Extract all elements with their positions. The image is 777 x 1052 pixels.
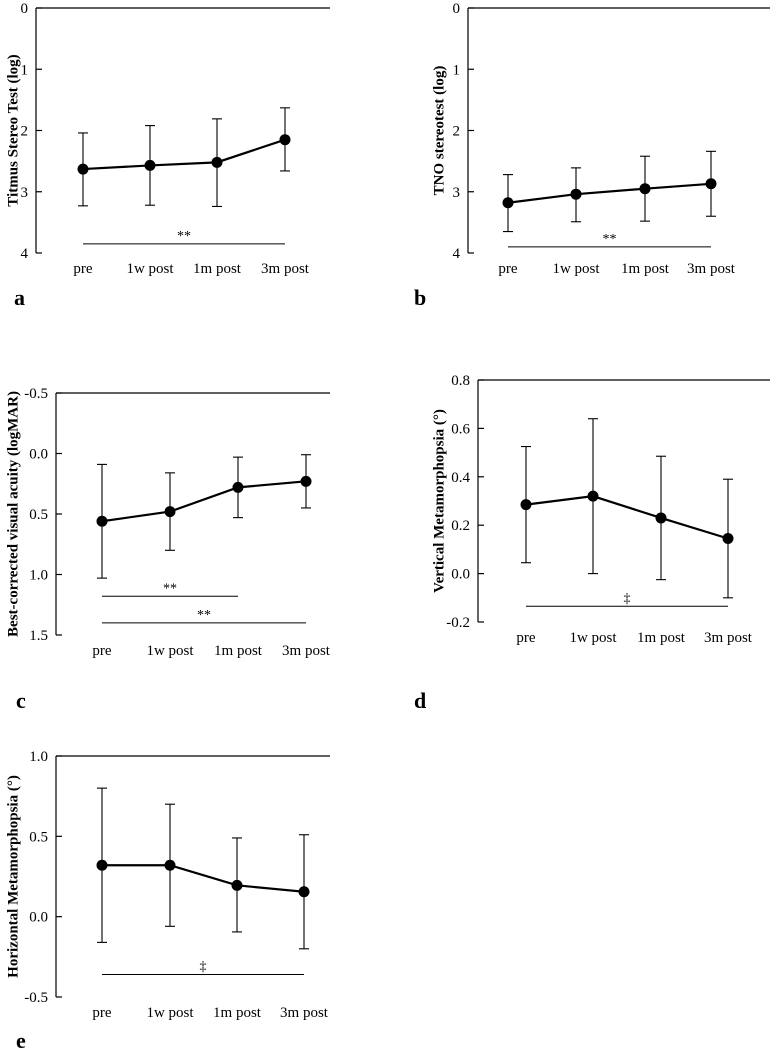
x-tick-label: pre bbox=[498, 261, 517, 277]
y-axis-label: Titmus Stereo Test (log) bbox=[5, 54, 21, 206]
y-tick-label: 0.4 bbox=[451, 470, 470, 486]
y-tick-label: 3 bbox=[21, 185, 29, 201]
data-point bbox=[722, 533, 734, 545]
panel-d: -0.2 0.0 0.2 0.4 0.6 0.8 pre 1w post 1m post 3m p… bbox=[414, 373, 770, 713]
panel-e: -0.5 0.0 0.5 1.0 pre 1w post 1m post 3m post Hor… bbox=[5, 749, 330, 1052]
x-tick-label: 3m post bbox=[704, 630, 753, 646]
y-tick-label: 0.8 bbox=[451, 373, 470, 389]
x-tick-label: 3m post bbox=[282, 643, 331, 659]
y-tick-label: 0 bbox=[453, 1, 461, 17]
data-point bbox=[587, 490, 599, 502]
significance-label: ** bbox=[603, 232, 617, 247]
series-line bbox=[102, 864, 305, 893]
y-tick-label: -0.5 bbox=[24, 386, 48, 402]
y-tick-label: 0.0 bbox=[29, 447, 48, 463]
y-tick-label: 3 bbox=[453, 185, 461, 201]
panel-letter: e bbox=[16, 1028, 26, 1052]
data-point bbox=[570, 188, 582, 200]
series-line bbox=[82, 138, 286, 171]
data-point bbox=[705, 178, 717, 190]
x-tick-label: pre bbox=[516, 630, 535, 646]
data-point bbox=[77, 163, 89, 175]
y-axis-label: Vertical Metamorphopsia (°) bbox=[431, 409, 447, 593]
y-tick-label: 2 bbox=[453, 124, 461, 140]
data-point bbox=[96, 859, 108, 871]
x-tick-label: 1m post bbox=[193, 261, 242, 277]
y-tick-label: 1 bbox=[453, 62, 461, 78]
series-line bbox=[525, 495, 729, 540]
data-point bbox=[520, 499, 532, 511]
y-tick-label: 1 bbox=[21, 62, 29, 78]
y-tick-label: 0.0 bbox=[29, 910, 48, 926]
y-tick-label: 0 bbox=[21, 1, 29, 17]
x-tick-label: 1w post bbox=[146, 1005, 194, 1021]
y-axis-label: TNO stereotest (log) bbox=[431, 66, 447, 196]
panel-letter: d bbox=[414, 688, 426, 713]
panel-a: 0 1 2 3 4 pre 1w post 1m post 3m post Titmus Ster… bbox=[5, 1, 330, 310]
x-tick-label: 3m post bbox=[261, 261, 310, 277]
y-tick-label: 4 bbox=[453, 246, 461, 262]
significance-label: ‡ bbox=[200, 960, 207, 975]
y-tick-label: 1.5 bbox=[29, 628, 48, 644]
data-point bbox=[164, 859, 176, 871]
y-tick-label: 0.0 bbox=[451, 567, 470, 583]
y-tick-label: 0.5 bbox=[29, 829, 48, 845]
panel-letter: c bbox=[16, 688, 26, 713]
panel-letter: a bbox=[14, 285, 25, 310]
data-point bbox=[502, 197, 514, 209]
x-tick-label: pre bbox=[92, 1005, 111, 1021]
x-tick-label: 1m post bbox=[637, 630, 686, 646]
x-tick-label: 1m post bbox=[214, 643, 263, 659]
y-tick-label: 4 bbox=[21, 246, 29, 262]
significance-label: ** bbox=[177, 229, 191, 244]
x-tick-label: pre bbox=[92, 643, 111, 659]
significance-label: ** bbox=[197, 608, 211, 623]
significance-label: ‡ bbox=[624, 591, 631, 606]
y-tick-label: 0.6 bbox=[451, 421, 470, 437]
data-point bbox=[232, 481, 244, 493]
data-point bbox=[639, 183, 651, 195]
x-tick-label: 1w post bbox=[552, 261, 600, 277]
data-point bbox=[96, 515, 108, 527]
panel-letter: b bbox=[414, 285, 426, 310]
data-point bbox=[298, 886, 310, 898]
data-point bbox=[211, 156, 223, 168]
data-point bbox=[655, 512, 667, 524]
series-line bbox=[507, 182, 712, 204]
series-line bbox=[101, 480, 307, 523]
data-point bbox=[300, 475, 312, 487]
significance-label: ** bbox=[163, 581, 177, 596]
x-tick-label: 1w post bbox=[126, 261, 174, 277]
y-tick-label: 0.5 bbox=[29, 507, 48, 523]
data-point bbox=[279, 134, 291, 146]
y-axis-label: Best-corrected visual acuity (logMAR) bbox=[5, 391, 21, 637]
x-tick-label: 3m post bbox=[280, 1005, 329, 1021]
data-point bbox=[144, 159, 156, 171]
data-point bbox=[231, 879, 243, 891]
x-tick-label: 1w post bbox=[569, 630, 617, 646]
data-point bbox=[164, 506, 176, 518]
y-tick-label: -0.2 bbox=[446, 615, 470, 631]
x-tick-label: 3m post bbox=[687, 261, 736, 277]
y-tick-label: 1.0 bbox=[29, 749, 48, 765]
panel-b: 0 1 2 3 4 pre 1w post 1m post 3m post TNO stereot… bbox=[414, 1, 770, 310]
y-tick-label: 2 bbox=[21, 124, 29, 140]
panel-c: -0.5 0.0 0.5 1.0 1.5 pre 1w post 1m post 3m post… bbox=[5, 386, 330, 713]
x-tick-label: 1m post bbox=[621, 261, 670, 277]
x-tick-label: pre bbox=[73, 261, 92, 277]
y-tick-label: 0.2 bbox=[451, 518, 470, 534]
y-axis-label: Horizontal Metamorphopsia (°) bbox=[5, 775, 21, 978]
y-tick-label: -0.5 bbox=[24, 990, 48, 1006]
x-tick-label: 1w post bbox=[146, 643, 194, 659]
y-tick-label: 1.0 bbox=[29, 568, 48, 584]
x-tick-label: 1m post bbox=[213, 1005, 262, 1021]
